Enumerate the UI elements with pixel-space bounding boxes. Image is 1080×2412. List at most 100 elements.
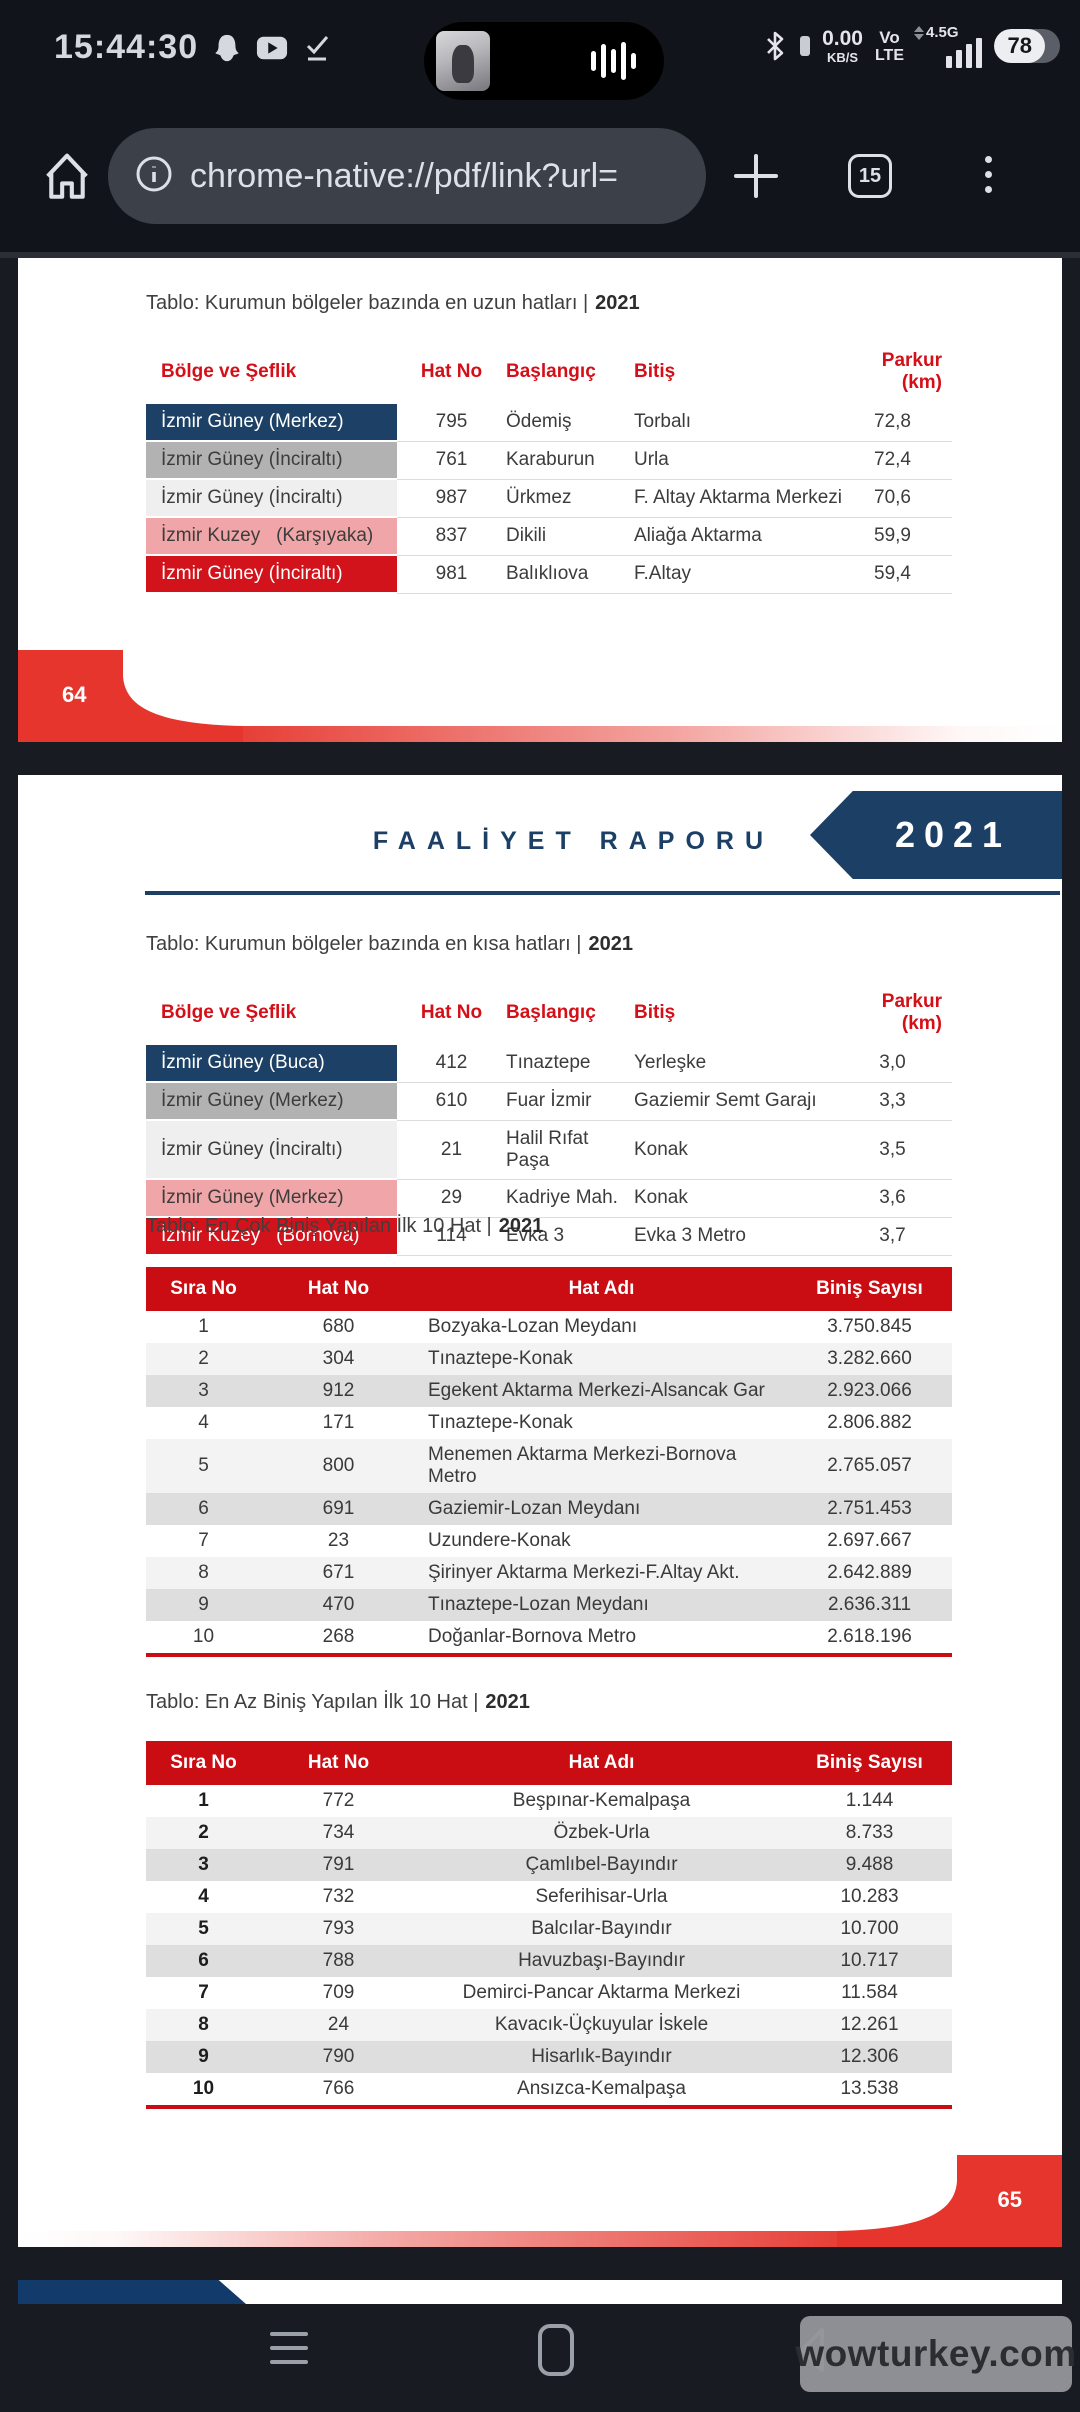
cell-parkur: 72,4 <box>847 441 952 480</box>
table-title-text: Tablo: En Çok Biniş Yapılan İlk 10 Hat | <box>146 1215 492 1237</box>
cell-parkur: 3,7 <box>847 1217 952 1256</box>
cell-hat-no: 23 <box>327 1530 350 1551</box>
status-right-cluster: 0.00 KB/S Vo LTE 4.5G 78 <box>765 24 1060 68</box>
cell-hat-no: 793 <box>322 1918 355 1939</box>
table-row: 5 793 Balcılar-Bayındır 10.700 <box>146 1913 952 1945</box>
cell-parkur: 3,0 <box>847 1045 952 1083</box>
cell-parkur: 72,8 <box>847 404 952 442</box>
col-binis-sayisi: Biniş Sayısı <box>787 1741 952 1785</box>
cell-hat-adi: Gaziemir-Lozan Meydanı <box>428 1498 641 1519</box>
cell-hat-no: 912 <box>322 1380 355 1401</box>
table-row: İzmir Güney (İnciraltı) 987 Ürkmez F. Altay… <box>146 479 952 518</box>
cell-bitis: F. Altay Aktarma Merkezi <box>634 479 847 518</box>
cell-sira-no: 2 <box>198 1348 209 1369</box>
url-bar[interactable]: chrome-native://pdf/link?url= <box>108 128 706 224</box>
cell-hat-adi: Seferihisar-Urla <box>535 1886 668 1907</box>
page-number-65: 65 <box>997 2187 1022 2212</box>
cell-baslangic: Kadriye Mah. <box>506 1179 634 1218</box>
network-type-label: 4.5G <box>926 24 959 41</box>
cell-binis-sayisi: 10.283 <box>840 1886 899 1907</box>
cell-binis-sayisi: 10.700 <box>840 1918 899 1939</box>
table-title-longest: Tablo: Kurumun bölgeler bazında en uzun … <box>146 292 640 315</box>
menu-button[interactable] <box>964 148 1012 200</box>
cell-sira-no: 4 <box>198 1886 209 1907</box>
cell-bolge: İzmir Kuzey (Bornova) <box>146 1217 397 1256</box>
camera-cutout-music-widget[interactable] <box>424 22 664 100</box>
cell-hat-no: 732 <box>322 1886 355 1907</box>
cell-baslangic: Tınaztepe <box>506 1045 634 1083</box>
tab-switcher-button[interactable]: 15 <box>848 154 892 198</box>
page-info-icon[interactable] <box>134 154 174 199</box>
cell-hat-no: 795 <box>397 404 506 442</box>
cell-hat-adi: Demirci-Pancar Aktarma Merkezi <box>462 1982 741 2003</box>
cell-hat-no: 800 <box>322 1455 355 1476</box>
table-title-year: 2021 <box>588 933 633 955</box>
recents-button[interactable] <box>270 2332 308 2364</box>
col-baslangic: Başlangıç <box>506 361 596 382</box>
cell-sira-no: 10 <box>192 1626 215 1647</box>
table-row: İzmir Kuzey (Karşıyaka) 837 Dikili Aliağa A… <box>146 517 952 556</box>
cell-hat-adi: Havuzbaşı-Bayındır <box>518 1950 685 1971</box>
album-art <box>436 31 490 91</box>
youtube-icon <box>256 35 288 61</box>
cell-bolge: İzmir Güney (İnciraltı) <box>146 479 397 518</box>
cell-hat-no: 680 <box>322 1316 355 1337</box>
status-left-cluster: 15:44:30 <box>54 28 332 67</box>
table-row: İzmir Güney (Merkez) 795 Ödemiş Torbalı 72,8 <box>146 404 952 442</box>
col-sira-no: Sıra No <box>146 1741 261 1785</box>
cell-baslangic: Evka 3 <box>506 1217 634 1256</box>
cell-binis-sayisi: 9.488 <box>845 1854 894 1875</box>
tab-count: 15 <box>858 164 882 187</box>
cell-binis-sayisi: 3.282.660 <box>827 1348 912 1369</box>
cell-bitis: Konak <box>634 1179 847 1218</box>
android-nav-bar: wowturkey.com <box>0 2280 1080 2412</box>
cell-hat-no: 691 <box>322 1498 355 1519</box>
col-baslangic: Başlangıç <box>506 1002 596 1023</box>
cell-baslangic: Karaburun <box>506 441 634 480</box>
snapchat-icon <box>212 32 242 64</box>
cell-bolge: İzmir Güney (İnciraltı) <box>146 1120 397 1180</box>
table-row: 7 23 Uzundere-Konak 2.697.667 <box>146 1525 952 1557</box>
url-text: chrome-native://pdf/link?url= <box>190 156 619 195</box>
cell-hat-no: 709 <box>322 1982 355 2003</box>
battery-fill <box>994 29 1046 63</box>
browser-toolbar: chrome-native://pdf/link?url= 15 <box>0 100 1080 252</box>
col-hat-no: Hat No <box>261 1267 416 1311</box>
cell-sira-no: 7 <box>198 1530 209 1551</box>
cell-binis-sayisi: 8.733 <box>845 1822 894 1843</box>
cell-hat-no: 761 <box>397 441 506 480</box>
shortest-lines-table: Bölge ve Şeflik Hat No Başlangıç Bitiş P… <box>146 987 952 1256</box>
table-header-row: Bölge ve Şeflik Hat No Başlangıç Bitiş P… <box>146 987 952 1045</box>
home-nav-button[interactable] <box>538 2324 574 2376</box>
table-row: 4 171 Tınaztepe-Konak 2.806.882 <box>146 1407 952 1439</box>
next-page-banner-fragment <box>18 2280 246 2304</box>
table-row: İzmir Güney (Merkez) 610 Fuar İzmir Gaziemi… <box>146 1082 952 1121</box>
data-activity-arrows-icon <box>914 26 924 40</box>
table-row: 8 24 Kavacık-Üçkuyular İskele 12.261 <box>146 2009 952 2041</box>
col-bolge: Bölge ve Şeflik <box>161 361 297 382</box>
cell-binis-sayisi: 12.306 <box>840 2046 899 2067</box>
volte-indicator: Vo LTE <box>875 29 904 64</box>
new-tab-button[interactable] <box>728 148 784 209</box>
toolbar-divider <box>0 252 1080 258</box>
table-title-text: Tablo: En Az Biniş Yapılan İlk 10 Hat | <box>146 1691 479 1713</box>
cell-sira-no: 3 <box>198 1854 209 1875</box>
task-check-icon <box>302 33 332 63</box>
cell-hat-no: 788 <box>322 1950 355 1971</box>
table-row: 9 470 Tınaztepe-Lozan Meydanı 2.636.311 <box>146 1589 952 1621</box>
cell-hat-adi: Tınaztepe-Lozan Meydanı <box>428 1594 649 1615</box>
col-bitis: Bitiş <box>634 361 676 382</box>
cell-hat-adi: Bozyaka-Lozan Meydanı <box>428 1316 638 1337</box>
pdf-viewport[interactable]: Tablo: Kurumun bölgeler bazında en uzun … <box>0 258 1080 2412</box>
cell-hat-adi: Menemen Aktarma Merkezi-Bornova Metro <box>428 1444 737 1487</box>
least-boarded-table: Sıra No Hat No Hat Adı Biniş Sayısı 1 772… <box>146 1741 952 2109</box>
cell-bitis: Gaziemir Semt Garajı <box>634 1082 847 1121</box>
cell-sira-no: 3 <box>198 1380 209 1401</box>
cell-binis-sayisi: 2.642.889 <box>827 1562 912 1583</box>
home-button[interactable] <box>38 146 96 209</box>
table-row: 10 268 Doğanlar-Bornova Metro 2.618.196 <box>146 1621 952 1655</box>
col-bitis: Bitiş <box>634 1002 676 1023</box>
cell-hat-no: 412 <box>397 1045 506 1083</box>
cell-bitis: Urla <box>634 441 847 480</box>
cell-sira-no: 6 <box>198 1950 209 1971</box>
